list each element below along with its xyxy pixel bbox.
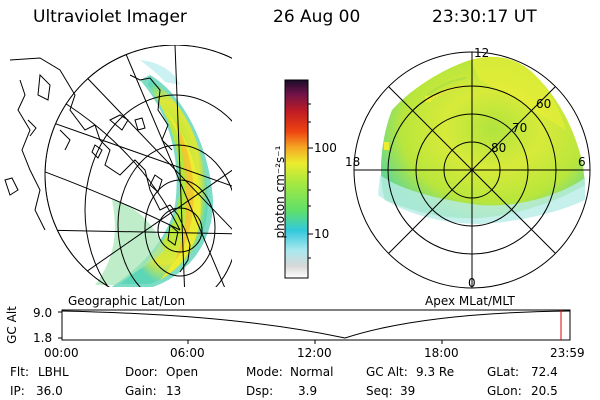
geographic-map: [4, 45, 232, 287]
altitude-xtick-1800: 18:00: [424, 346, 459, 360]
right-panel-label: Apex MLat/MLT: [425, 294, 515, 308]
lat-label-60: 60: [536, 97, 552, 111]
door-label: Door:: [125, 365, 158, 379]
coastline: [4, 57, 191, 273]
glon-label: GLon:: [487, 384, 522, 398]
gcalt-label: GC Alt:: [366, 365, 408, 379]
glat-value: 72.4: [531, 365, 558, 379]
mlt-label-18: 18: [345, 155, 361, 169]
flt-label: Flt:: [10, 365, 29, 379]
altitude-ytick-max: 9.0: [33, 306, 53, 320]
altitude-ytick-min: 1.8: [33, 331, 53, 345]
colorbar-tick-100: 100: [314, 141, 337, 155]
mlt-label-6: 6: [578, 155, 586, 169]
dsp-label: Dsp:: [246, 384, 274, 398]
mode-label: Mode:: [246, 365, 283, 379]
colorbar-tick-10: 10: [314, 227, 330, 241]
altitude-xtick-0000: 00:00: [44, 346, 79, 360]
glat-label: GLat:: [487, 365, 520, 379]
date: 26 Aug 00: [273, 7, 361, 27]
polar-map: [353, 51, 591, 289]
door-value: Open: [166, 365, 199, 379]
gain-label: Gain:: [125, 384, 157, 398]
altitude-xtick-1200: 12:00: [297, 346, 332, 360]
glon-value: 20.5: [531, 384, 558, 398]
dsp-value: 3.9: [298, 384, 318, 398]
altitude-ylabel: GC Alt: [5, 306, 19, 344]
time: 23:30:17 UT: [432, 7, 537, 27]
ip-value: 36.0: [36, 384, 63, 398]
title: Ultraviolet Imager: [33, 7, 187, 27]
ip-label: IP:: [10, 384, 25, 398]
altitude-xtick-2359: 23:59: [550, 346, 585, 360]
colorbar: [284, 79, 313, 279]
gain-value: 13: [166, 384, 182, 398]
flt-value: LBHL: [38, 365, 69, 379]
colorbar-unit-label: photon cm⁻²s⁻¹: [273, 145, 287, 239]
lat-label-80: 80: [491, 141, 507, 155]
mlt-label-12: 12: [474, 46, 490, 60]
left-panel-label: Geographic Lat/Lon: [68, 294, 186, 308]
mlt-label-0: 0: [468, 276, 476, 290]
altitude-plot: [58, 309, 571, 344]
mode-value: Normal: [290, 365, 334, 379]
seq-value: 39: [400, 384, 416, 398]
seq-label: Seq:: [366, 384, 393, 398]
lat-label-70: 70: [512, 121, 528, 135]
altitude-xtick-0600: 06:00: [170, 346, 205, 360]
gcalt-value: 9.3 Re: [416, 365, 455, 379]
